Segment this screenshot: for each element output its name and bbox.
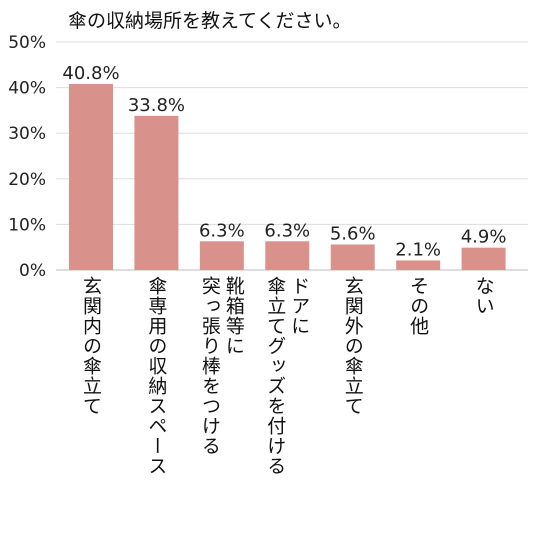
bar <box>134 115 179 270</box>
bar-value-label: 2.1% <box>395 239 441 260</box>
y-tick-label: 10% <box>8 215 46 235</box>
value-labels: 40.8% 33.8% 6.3% 6.3% 5.6% 2.1% 4.9% <box>62 63 506 260</box>
y-axis: 0% 10% 20% 30% 40% 50% <box>8 33 46 281</box>
category-label: 玄関内の傘立て <box>80 276 102 416</box>
bar <box>265 241 310 270</box>
bar-value-label: 6.3% <box>199 220 245 241</box>
bar-value-label: 5.6% <box>330 223 376 244</box>
category-label: 玄関外の傘立て <box>341 276 364 416</box>
y-tick-label: 0% <box>19 261 46 281</box>
bar <box>330 244 375 270</box>
bar-value-label: 40.8% <box>62 63 119 84</box>
category-label: 靴箱等に 突っ張り棒をつける <box>198 276 245 456</box>
category-label: ドアに 傘立てグッズを付ける <box>264 276 311 476</box>
y-tick-label: 50% <box>8 33 46 53</box>
y-tick-label: 20% <box>8 170 46 190</box>
bar <box>199 241 244 270</box>
category-label: その他 <box>407 276 430 336</box>
bars <box>69 83 506 271</box>
category-label: 傘専用の収納スペース <box>145 276 168 476</box>
category-label: ない <box>472 276 495 316</box>
bar <box>461 247 506 270</box>
bar-value-label: 6.3% <box>264 220 310 241</box>
chart-title: 傘の収納場所を教えてください。 <box>68 10 352 32</box>
bar-value-label: 33.8% <box>128 95 185 116</box>
bar <box>396 260 441 270</box>
bar <box>69 83 113 271</box>
y-tick-label: 30% <box>8 124 46 144</box>
y-tick-label: 40% <box>8 79 46 99</box>
bar-value-label: 4.9% <box>461 227 507 248</box>
